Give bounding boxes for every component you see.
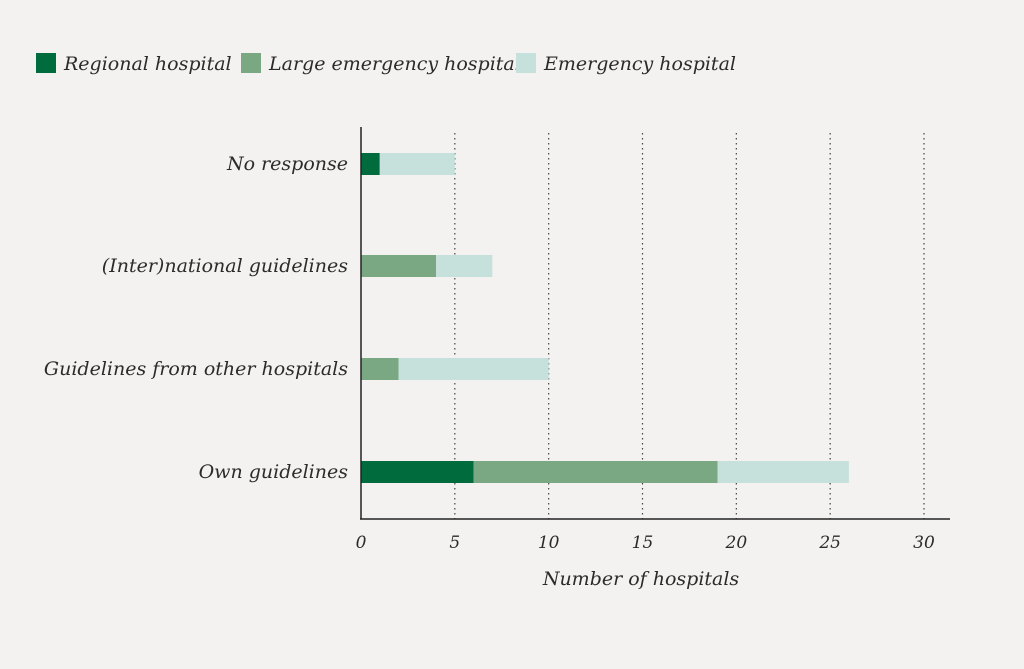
- bar-3-series-0: [361, 461, 474, 483]
- bar-3-series-2: [717, 461, 849, 483]
- category-label-0: No response: [226, 153, 348, 175]
- category-label-1: (Inter)national guidelines: [102, 255, 348, 277]
- bar-1-series-1: [361, 255, 437, 277]
- legend-label-large-emergency: Large emergency hospital: [268, 53, 521, 75]
- legend-swatch-emergency: [516, 53, 536, 73]
- x-tick-label-5: 5: [449, 533, 460, 553]
- legend: Regional hospital Large emergency hospit…: [36, 53, 736, 75]
- x-axis-title: Number of hospitals: [542, 568, 740, 590]
- x-tick-label-30: 30: [913, 533, 935, 553]
- legend-label-regional: Regional hospital: [63, 53, 232, 75]
- x-tick-label-25: 25: [818, 533, 841, 553]
- legend-label-emergency: Emergency hospital: [543, 53, 736, 75]
- bar-0-series-2: [379, 153, 455, 175]
- x-tick-label-0: 0: [356, 533, 367, 553]
- category-label-2: Guidelines from other hospitals: [44, 358, 348, 380]
- bar-2-series-2: [398, 358, 549, 380]
- legend-swatch-regional: [36, 53, 56, 73]
- x-tick-label-10: 10: [538, 533, 560, 553]
- bar-0-series-0: [361, 153, 380, 175]
- category-label-3: Own guidelines: [199, 461, 349, 483]
- bars: [361, 153, 849, 483]
- category-labels: No response (Inter)national guidelines Gui…: [44, 153, 348, 483]
- x-tick-label-20: 20: [725, 533, 748, 553]
- bar-3-series-1: [473, 461, 718, 483]
- bar-2-series-1: [361, 358, 399, 380]
- legend-swatch-large-emergency: [241, 53, 261, 73]
- bar-1-series-2: [436, 255, 493, 277]
- x-tick-label-15: 15: [632, 533, 654, 553]
- x-tick-labels: 0 5 10 15 20 25 30: [356, 533, 935, 553]
